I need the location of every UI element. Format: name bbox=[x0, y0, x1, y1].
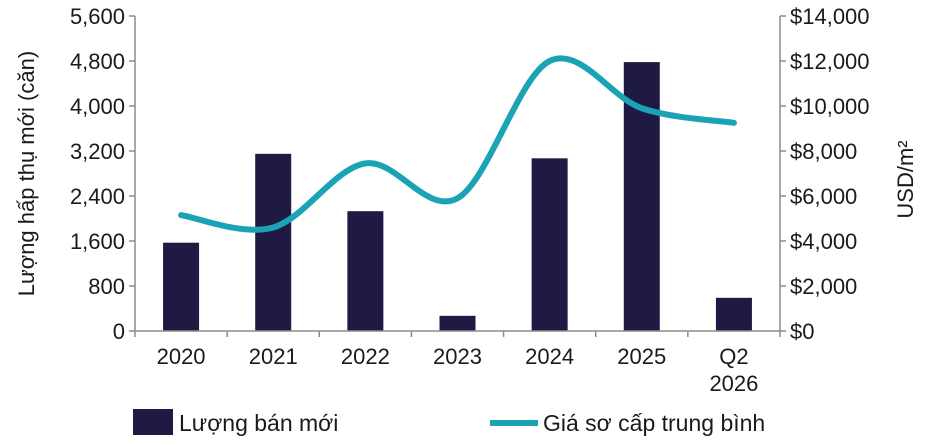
x-tick-label: 2025 bbox=[617, 344, 666, 369]
right-tick-label: $14,000 bbox=[790, 4, 870, 29]
x-tick-label: 2021 bbox=[249, 344, 298, 369]
bar-6 bbox=[715, 297, 752, 331]
axes-layer bbox=[129, 15, 786, 337]
right-tick-label: $6,000 bbox=[790, 184, 857, 209]
bar-1 bbox=[255, 153, 292, 331]
x-tick-label: 2020 bbox=[157, 344, 206, 369]
right-tick-label: $2,000 bbox=[790, 274, 857, 299]
line-layer bbox=[178, 55, 737, 233]
bar-2 bbox=[347, 211, 384, 331]
left-tick-label: 4,800 bbox=[70, 49, 125, 74]
right-axis-ticks: $0 $2,000 $4,000 $6,000 $8,000 $10,000 $12,000… bbox=[790, 4, 870, 344]
right-axis-title: USD/m² bbox=[893, 140, 918, 218]
right-tick-label: $8,000 bbox=[790, 139, 857, 164]
price-line bbox=[178, 55, 737, 233]
left-tick-label: 4,000 bbox=[70, 94, 125, 119]
legend: Lượng bán mới Giá sơ cấp trung bình bbox=[133, 409, 765, 436]
right-tick-label: $4,000 bbox=[790, 229, 857, 254]
left-axis-title: Lượng hấp thụ mới (căn) bbox=[14, 51, 39, 296]
left-tick-label: 800 bbox=[88, 274, 125, 299]
left-tick-label: 5,600 bbox=[70, 4, 125, 29]
x-tick-label: Q2 2026 bbox=[709, 344, 758, 396]
bar-3 bbox=[439, 315, 476, 331]
right-tick-label: $12,000 bbox=[790, 49, 870, 74]
left-tick-label: 2,400 bbox=[70, 184, 125, 209]
legend-bar-swatch bbox=[133, 409, 173, 435]
legend-bar-label: Lượng bán mới bbox=[179, 410, 338, 436]
x-tick-label: 2023 bbox=[433, 344, 482, 369]
bar-4 bbox=[531, 158, 568, 331]
left-tick-label: 0 bbox=[113, 319, 125, 344]
x-tick-label: 2022 bbox=[341, 344, 390, 369]
legend-line-label: Giá sơ cấp trung bình bbox=[543, 410, 765, 436]
right-tick-label: $0 bbox=[790, 319, 814, 344]
left-axis-ticks: 0 800 1,600 2,400 3,200 4,000 4,800 5,600 bbox=[70, 4, 125, 344]
bars-layer bbox=[163, 62, 752, 331]
x-tick-label: 2024 bbox=[525, 344, 574, 369]
left-tick-label: 1,600 bbox=[70, 229, 125, 254]
bar-0 bbox=[163, 242, 200, 331]
left-tick-label: 3,200 bbox=[70, 139, 125, 164]
x-axis-ticks: 2020 2021 2022 2023 2024 2025 Q2 2026 bbox=[157, 344, 759, 396]
right-tick-label: $10,000 bbox=[790, 94, 870, 119]
